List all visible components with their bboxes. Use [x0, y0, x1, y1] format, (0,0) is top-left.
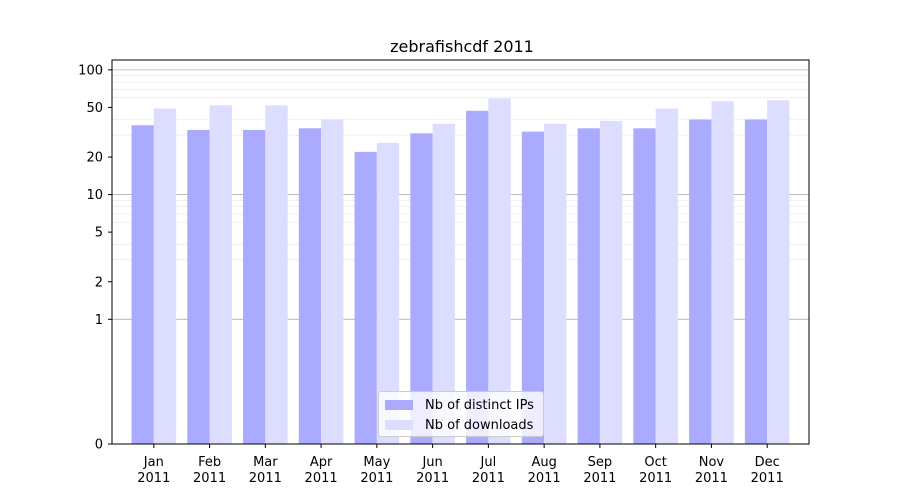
bar-downloads [767, 100, 790, 444]
bar-distinct-ips [577, 128, 600, 445]
bar-distinct-ips [243, 129, 266, 445]
y-tick-label: 50 [86, 101, 103, 116]
y-tick-label: 2 [95, 275, 103, 290]
bar-downloads [432, 123, 455, 444]
bar-distinct-ips [354, 151, 377, 444]
y-tick-label: 1 [95, 313, 103, 328]
bar-distinct-ips [298, 128, 322, 445]
legend-label-distinct-ips: Nb of distinct IPs [425, 397, 534, 413]
bar-downloads [376, 142, 400, 444]
bar-downloads [599, 120, 623, 445]
legend-item-distinct-ips: Nb of distinct IPs [385, 396, 534, 414]
x-tick-label: Nov 2011 [695, 455, 728, 486]
bar-downloads [153, 108, 177, 444]
x-tick-label: Apr 2011 [305, 455, 338, 486]
bar-distinct-ips [689, 119, 712, 444]
bar-downloads [544, 123, 567, 444]
bar-distinct-ips [633, 128, 656, 445]
bar-downloads [321, 119, 344, 444]
x-tick-label: Mar 2011 [249, 455, 282, 486]
legend-swatch-downloads [385, 420, 413, 430]
bar-distinct-ips [187, 129, 210, 445]
axes: 0 1 2 5 10 20 50 100 Jan 2011 Feb 2011 Mar 2011 Apr 201… [78, 63, 784, 486]
x-tick-label: Feb 2011 [193, 455, 226, 486]
x-tick-label: Jan 2011 [137, 455, 170, 486]
x-tick-label: Jun 2011 [416, 455, 449, 486]
bar-distinct-ips [521, 131, 545, 444]
x-tick-label: Jul 2011 [472, 455, 505, 486]
bar-distinct-ips [744, 119, 768, 444]
x-tick-label: Aug 2011 [528, 455, 561, 486]
bar-distinct-ips [131, 125, 154, 445]
bars [131, 98, 790, 445]
x-tick-label: Sep 2011 [583, 455, 616, 486]
legend-item-downloads: Nb of downloads [385, 416, 533, 434]
bar-distinct-ips [466, 110, 489, 445]
bar-downloads [488, 98, 511, 444]
legend: Nb of distinct IPs Nb of downloads [378, 391, 544, 437]
legend-swatch-distinct-ips [385, 400, 413, 410]
x-tick-label: Dec 2011 [751, 455, 784, 486]
y-tick-label: 10 [86, 188, 103, 203]
bar-downloads [265, 105, 288, 444]
bar-distinct-ips [410, 133, 433, 444]
x-tick-label: Oct 2011 [639, 455, 672, 486]
legend-label-downloads: Nb of downloads [425, 417, 534, 433]
bar-downloads [209, 105, 232, 444]
y-tick-label: 5 [95, 226, 103, 241]
y-tick-label: 0 [95, 438, 103, 453]
y-tick-label: 100 [78, 63, 103, 78]
bar-downloads [655, 108, 678, 444]
x-tick-label: May 2011 [360, 455, 393, 486]
chart-title: zebrafishcdf 2011 [390, 37, 534, 56]
bar-downloads [711, 101, 734, 444]
plot-frame [111, 59, 810, 445]
y-tick-label: 20 [86, 151, 103, 166]
